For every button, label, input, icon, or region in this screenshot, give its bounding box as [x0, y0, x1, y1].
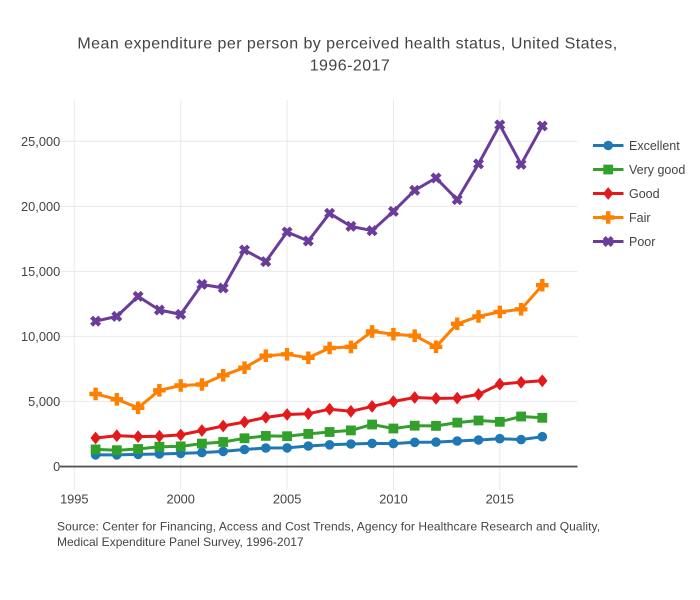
svg-text:Poor: Poor	[629, 235, 655, 249]
svg-text:Mean expenditure per person by: Mean expenditure per person by perceived…	[77, 35, 617, 52]
svg-text:5,000: 5,000	[28, 394, 60, 409]
svg-text:2015: 2015	[486, 491, 514, 506]
svg-text:Excellent: Excellent	[629, 139, 680, 153]
svg-text:15,000: 15,000	[21, 264, 60, 279]
svg-text:1995: 1995	[60, 491, 88, 506]
svg-text:25,000: 25,000	[21, 134, 60, 149]
svg-text:Fair: Fair	[629, 211, 651, 225]
svg-text:2000: 2000	[166, 491, 194, 506]
svg-text:0: 0	[53, 459, 60, 474]
svg-text:Good: Good	[629, 187, 660, 201]
svg-text:Very good: Very good	[629, 163, 685, 177]
svg-text:Medical Expenditure Panel Surv: Medical Expenditure Panel Survey, 1996-2…	[57, 535, 304, 549]
svg-text:20,000: 20,000	[21, 199, 60, 214]
svg-text:10,000: 10,000	[21, 329, 60, 344]
svg-text:2005: 2005	[273, 491, 301, 506]
svg-text:2010: 2010	[379, 491, 407, 506]
svg-text:Source: Center for Financing,: Source: Center for Financing, Access and…	[57, 519, 600, 533]
svg-text:1996-2017: 1996-2017	[310, 58, 391, 75]
